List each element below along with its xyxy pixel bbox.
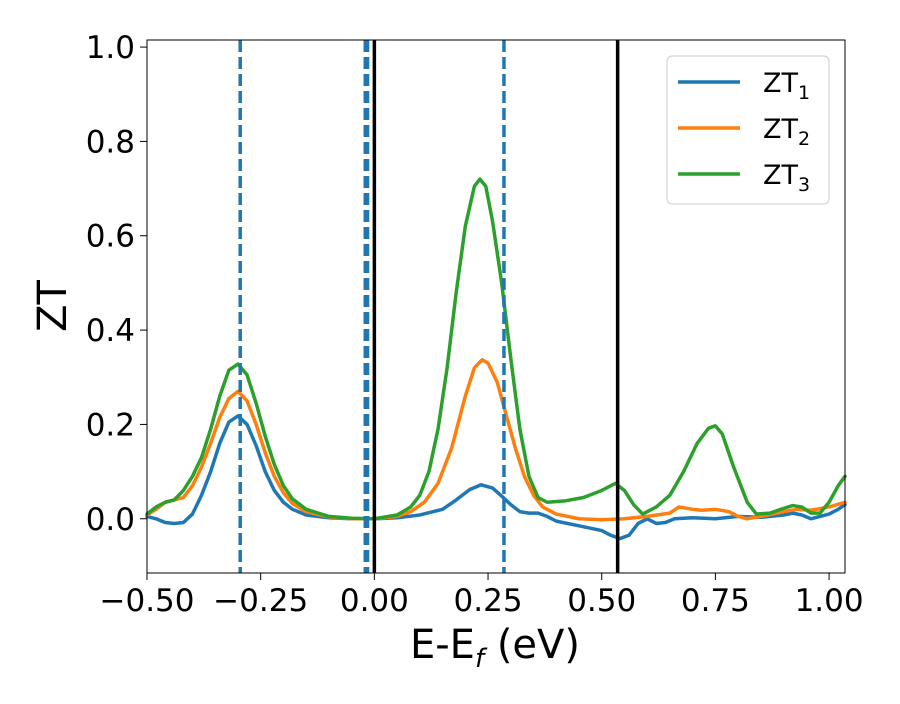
series-line-zt3 [145,177,847,521]
x-tick-label: 1.00 [795,583,864,619]
x-tick-label: 0.50 [567,583,636,619]
plot-frame [146,39,846,574]
x-axis-label: E-Ef (eV) [410,622,580,674]
x-tick-label: −0.25 [213,583,308,619]
legend-label-zt3: ZT3 [763,160,810,196]
y-ticks-layer: 0.0 0.2 0.4 0.6 0.8 1.0 [86,30,147,538]
y-tick-label: 1.0 [86,30,135,66]
legend-items: ZT1 ZT2 ZT3 [678,68,810,196]
series-line-zt1 [145,414,847,541]
y-tick-label: 0.2 [86,407,135,443]
legend-box [666,55,830,205]
y-tick-label: 0.4 [86,313,135,349]
x-tick-label: 0.75 [681,583,750,619]
x-tick-label: 0.00 [340,583,409,619]
series-line-zt2 [145,358,847,522]
y-tick-label: 0.6 [86,219,135,255]
legend-label-zt1: ZT1 [763,68,810,104]
vertical-lines-layer [238,40,620,573]
x-ticks-layer: −0.50 −0.25 0.00 0.25 0.50 0.75 1.00 [100,573,864,619]
x-tick-label: 0.25 [454,583,523,619]
y-axis-label: ZT [30,280,76,332]
legend-label-zt2: ZT2 [763,114,810,150]
x-tick-label: −0.50 [100,583,195,619]
y-tick-label: 0.8 [86,124,135,160]
legend: ZT1 ZT2 ZT3 [666,55,830,205]
data-lines-layer [145,177,847,541]
y-tick-label: 0.0 [86,502,135,538]
